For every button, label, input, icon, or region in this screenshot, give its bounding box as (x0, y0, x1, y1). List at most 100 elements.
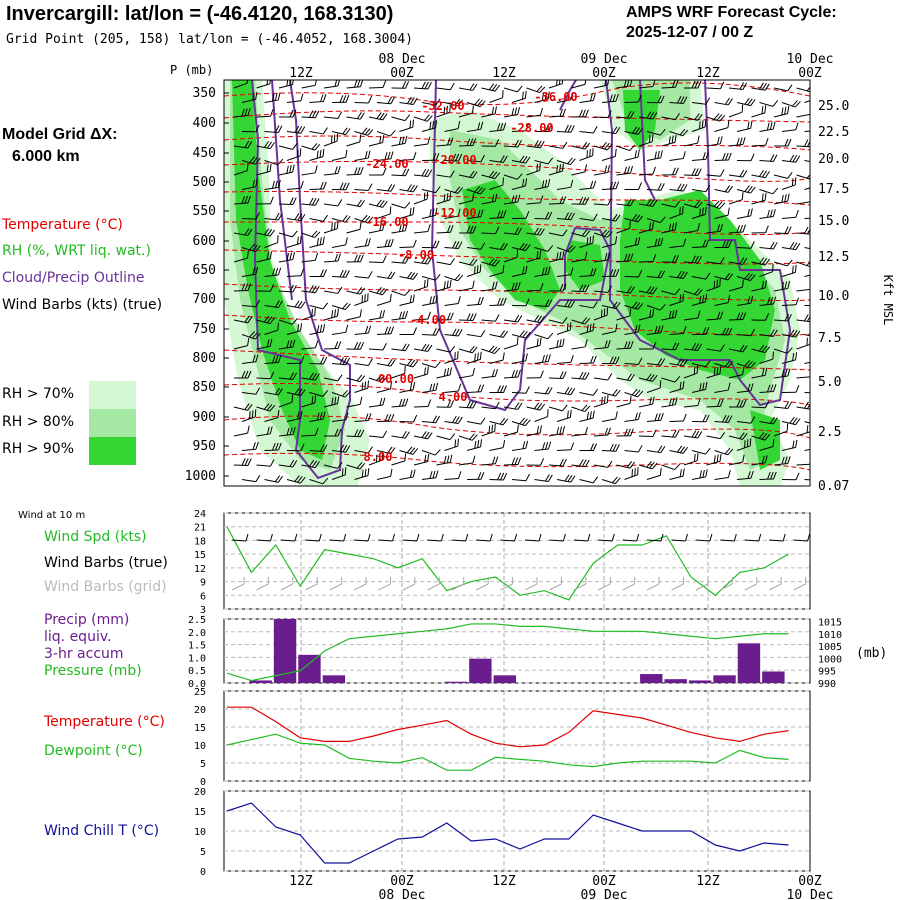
barb-staff (421, 102, 436, 106)
barb-flag (682, 446, 688, 454)
barb-flag (725, 240, 729, 248)
barb-flag (404, 310, 409, 319)
surface-barb-true (598, 539, 613, 542)
barb-staff (466, 391, 482, 393)
wind-barb (489, 155, 508, 163)
wind-barb (556, 157, 576, 166)
wind-barb (346, 309, 362, 321)
wind-barb (796, 84, 810, 93)
barb-flag (322, 390, 329, 397)
wind-barb (413, 191, 429, 205)
barb-staff (436, 231, 451, 234)
barb-flag (404, 201, 411, 209)
barb-flag (387, 96, 392, 104)
barb-staff (503, 256, 518, 263)
barb-staff (489, 217, 504, 219)
barb-flag (548, 299, 553, 307)
barb-flag (607, 340, 611, 348)
barb-staff (773, 261, 788, 267)
barb-flag (382, 310, 386, 318)
wind-barb (421, 415, 440, 424)
barb-flag (387, 414, 392, 422)
wind-barb (751, 432, 771, 441)
barb-staff (323, 403, 338, 408)
barb-flag (342, 127, 348, 135)
barb-flag (702, 327, 707, 335)
barb-flag (562, 229, 568, 237)
barb-flag (705, 239, 710, 247)
barb-flag (699, 470, 702, 479)
wind-barb (751, 137, 769, 147)
barb-flag (694, 80, 699, 89)
wind-barb (759, 187, 779, 195)
barb-flag (359, 112, 365, 120)
barb-staff (691, 450, 706, 455)
barb-staff (346, 116, 361, 120)
barb-flag (390, 381, 393, 389)
barb-flag (247, 141, 253, 149)
barb-flag (749, 438, 752, 446)
wind-barb (638, 460, 658, 470)
barb-flag (742, 257, 748, 265)
barb-flag (697, 201, 703, 209)
barb-flag (675, 255, 680, 263)
wind-barb (714, 415, 733, 423)
barb-flag (792, 242, 798, 250)
barb-flag (727, 207, 730, 216)
barb-flag (247, 228, 253, 236)
wind-barb (601, 236, 618, 248)
barb-flag (469, 170, 475, 178)
barb-flag (381, 376, 388, 383)
barb-staff (286, 100, 301, 103)
wind-barb (466, 186, 486, 195)
barb-staff (736, 390, 751, 393)
surface-barb-true-flag (562, 533, 566, 542)
barb-flag (379, 287, 385, 295)
pressure-axis-title: P (mb) (170, 63, 213, 77)
bottom-date-label: 09 Dec (581, 888, 628, 900)
wind-barb (301, 395, 317, 408)
barb-flag (767, 384, 771, 393)
surface-barb-grid (402, 583, 416, 591)
barb-staff (233, 406, 248, 411)
barb-flag (480, 384, 485, 392)
wind-barb (399, 327, 417, 335)
barb-staff (489, 359, 504, 364)
barb-flag (761, 368, 765, 377)
barb-flag (255, 179, 258, 187)
barb-staff (421, 450, 436, 456)
barb-flag (784, 194, 787, 202)
barb-flag (247, 370, 252, 379)
rh-key-80: RH > 80% (2, 414, 75, 430)
barb-flag (570, 442, 575, 450)
wind-barb (556, 267, 574, 277)
barb-flag (314, 231, 321, 238)
barb-flag (390, 151, 394, 159)
wind-barb (593, 252, 611, 263)
pressure-tick-label: 990 (818, 679, 836, 690)
pressure-tick-label: 850 (193, 380, 216, 395)
surface-barb-true-flag (367, 533, 371, 542)
barb-flag (477, 187, 483, 194)
barb-flag (806, 172, 810, 179)
wind-barb (601, 389, 621, 397)
cloud-outline (559, 80, 577, 111)
wind-barb (579, 410, 595, 422)
barb-flag (409, 207, 412, 216)
barb-flag (274, 180, 278, 189)
wind-barb (638, 396, 655, 408)
barb-flag (675, 342, 680, 350)
barb-flag (795, 439, 798, 448)
barb-flag (747, 296, 751, 304)
barb-flag (545, 299, 550, 307)
surface-barb-true (451, 539, 466, 542)
barb-flag (728, 240, 732, 248)
barb-flag (499, 122, 504, 131)
barb-flag (334, 309, 337, 318)
barb-flag (705, 360, 711, 367)
barb-staff (624, 218, 639, 223)
barb-flag (806, 402, 810, 409)
barb-flag (603, 308, 606, 317)
barb-flag (364, 215, 371, 223)
barb-flag (585, 284, 590, 292)
